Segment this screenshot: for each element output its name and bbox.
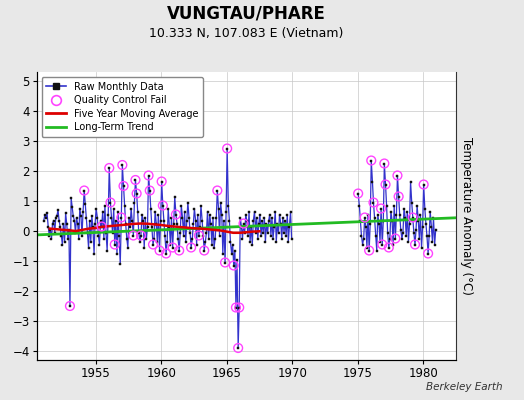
Point bbox=[66, 303, 74, 309]
Point bbox=[145, 172, 153, 179]
Text: Berkeley Earth: Berkeley Earth bbox=[427, 382, 503, 392]
Point bbox=[137, 232, 145, 239]
Point bbox=[391, 235, 400, 242]
Point bbox=[97, 223, 106, 230]
Text: 10.333 N, 107.083 E (Vietnam): 10.333 N, 107.083 E (Vietnam) bbox=[149, 27, 343, 40]
Point bbox=[381, 181, 390, 188]
Point bbox=[409, 214, 417, 221]
Point bbox=[232, 304, 240, 311]
Y-axis label: Temperature Anomaly (°C): Temperature Anomaly (°C) bbox=[460, 137, 473, 295]
Point bbox=[129, 232, 138, 239]
Point bbox=[162, 250, 170, 257]
Point bbox=[239, 220, 248, 227]
Point bbox=[213, 187, 222, 194]
Point bbox=[149, 241, 157, 248]
Point bbox=[377, 205, 385, 212]
Point bbox=[369, 199, 378, 206]
Point bbox=[395, 193, 403, 200]
Point bbox=[361, 214, 369, 221]
Point bbox=[234, 345, 243, 351]
Point bbox=[175, 247, 183, 254]
Point bbox=[187, 244, 195, 251]
Point bbox=[156, 247, 164, 254]
Point bbox=[235, 304, 244, 311]
Point bbox=[367, 157, 376, 164]
Point bbox=[118, 162, 126, 168]
Point bbox=[378, 241, 387, 248]
Point bbox=[393, 172, 401, 179]
Point bbox=[419, 181, 428, 188]
Point bbox=[172, 211, 180, 218]
Point bbox=[119, 183, 128, 189]
Point bbox=[230, 262, 238, 269]
Point bbox=[159, 202, 167, 209]
Point bbox=[80, 187, 89, 194]
Point bbox=[146, 187, 154, 194]
Legend: Raw Monthly Data, Quality Control Fail, Five Year Moving Average, Long-Term Tren: Raw Monthly Data, Quality Control Fail, … bbox=[41, 77, 203, 137]
Point bbox=[111, 241, 119, 248]
Point bbox=[221, 259, 230, 266]
Point bbox=[195, 232, 203, 239]
Point bbox=[200, 247, 209, 254]
Point bbox=[106, 199, 115, 206]
Point bbox=[365, 247, 374, 254]
Point bbox=[117, 214, 126, 221]
Point bbox=[223, 145, 231, 152]
Point bbox=[157, 178, 166, 185]
Point bbox=[380, 160, 388, 167]
Point bbox=[385, 244, 393, 251]
Point bbox=[131, 177, 139, 183]
Text: VUNGTAU/PHARE: VUNGTAU/PHARE bbox=[167, 4, 326, 22]
Point bbox=[411, 241, 419, 248]
Point bbox=[354, 190, 362, 197]
Point bbox=[105, 165, 114, 171]
Point bbox=[169, 244, 177, 251]
Point bbox=[133, 190, 141, 197]
Point bbox=[424, 250, 432, 257]
